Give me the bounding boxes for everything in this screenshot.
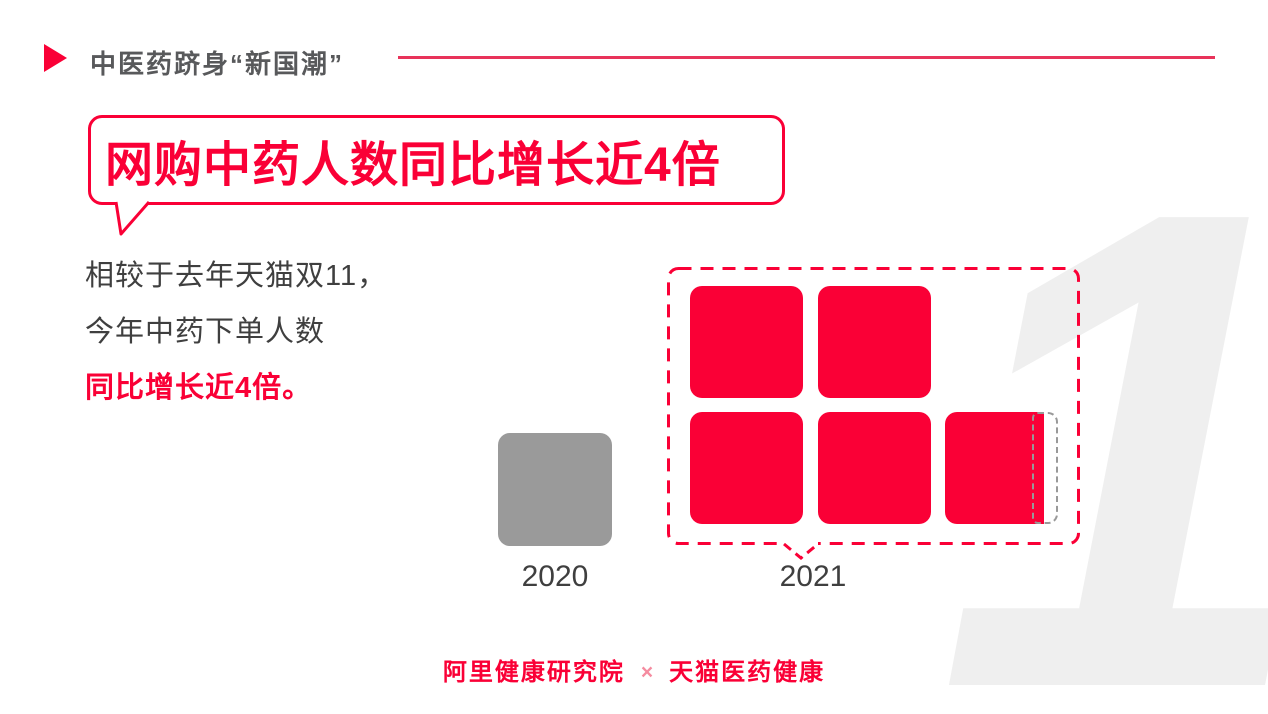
footer-credits: 阿里健康研究院 × 天猫医药健康 bbox=[0, 652, 1268, 687]
partial-unit-square-2021 bbox=[945, 412, 1044, 524]
unit-square-2021-3 bbox=[690, 412, 803, 524]
section-title: 中医药跻身“新国潮” bbox=[90, 49, 345, 79]
headline-text: 网购中药人数同比增长近4倍 bbox=[105, 139, 721, 192]
unit-square-2021-4 bbox=[818, 412, 931, 524]
play-triangle-icon bbox=[44, 44, 67, 72]
speech-bubble-tail bbox=[114, 201, 151, 236]
multiply-icon: × bbox=[640, 661, 654, 684]
intro-text: 相较于去年天猫双11， 今年中药下单人数 同比增长近4倍。 bbox=[85, 248, 387, 416]
intro-line-2: 今年中药下单人数 bbox=[85, 316, 326, 348]
unit-square-2020 bbox=[498, 433, 612, 546]
footer-org-2: 天猫医药健康 bbox=[669, 659, 826, 686]
unit-square-2021-2 bbox=[818, 286, 931, 398]
year-label-2021: 2021 bbox=[779, 560, 847, 593]
dashed-group-2021 bbox=[667, 267, 1080, 560]
intro-line-1: 相较于去年天猫双11， bbox=[85, 260, 388, 292]
footer-org-1: 阿里健康研究院 bbox=[442, 659, 625, 686]
headline-bubble: 网购中药人数同比增长近4倍 bbox=[88, 115, 785, 205]
partial-unit-dashed-outline bbox=[1032, 412, 1058, 524]
intro-line-highlight: 同比增长近4倍。 bbox=[85, 372, 313, 404]
section-rule bbox=[398, 56, 1215, 59]
year-label-2020: 2020 bbox=[521, 560, 589, 593]
unit-square-2021-1 bbox=[690, 286, 803, 398]
